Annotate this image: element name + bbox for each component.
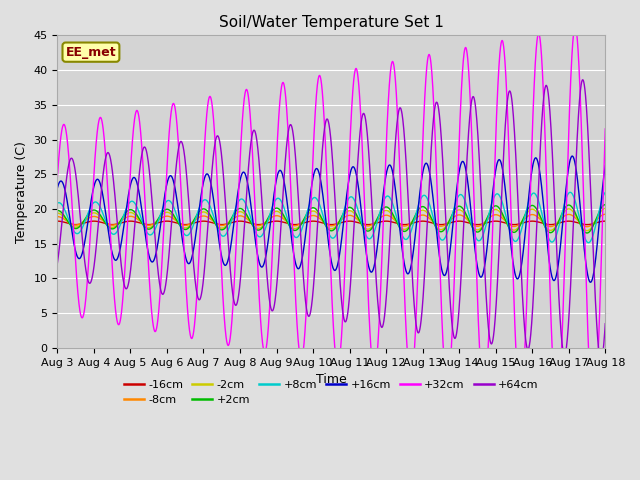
X-axis label: Time: Time <box>316 373 347 386</box>
Text: EE_met: EE_met <box>66 46 116 59</box>
Legend: -16cm, -8cm, -2cm, +2cm, +8cm, +16cm, +32cm, +64cm: -16cm, -8cm, -2cm, +2cm, +8cm, +16cm, +3… <box>120 375 543 409</box>
Y-axis label: Temperature (C): Temperature (C) <box>15 141 28 242</box>
Title: Soil/Water Temperature Set 1: Soil/Water Temperature Set 1 <box>219 15 444 30</box>
